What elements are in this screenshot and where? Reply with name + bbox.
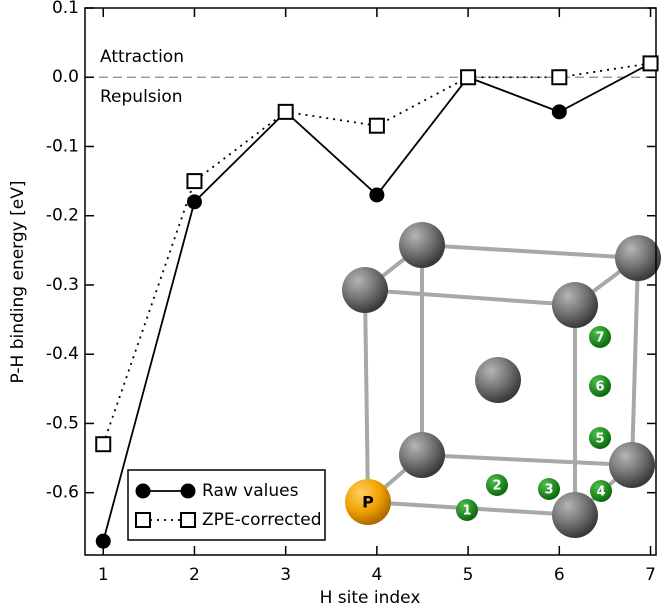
legend-label: Raw values [202, 481, 299, 501]
marker [279, 105, 293, 119]
y-tick-label: -0.6 [46, 483, 79, 503]
marker [187, 174, 201, 188]
site-label: 1 [462, 504, 471, 519]
chart: H site index P-H binding energy [eV] P 1… [0, 0, 665, 613]
site-label: 6 [595, 380, 604, 395]
marker [644, 56, 658, 70]
annotation: Attraction [100, 47, 184, 67]
atom-label: P [362, 493, 374, 512]
x-tick-label: 7 [645, 565, 656, 585]
site-label: 2 [492, 479, 501, 494]
y-tick-label: -0.4 [46, 344, 79, 364]
marker [370, 119, 384, 133]
y-tick-label: 0.0 [52, 67, 79, 87]
page: {"chart_data": {"type": "line", "x_label… [0, 0, 665, 613]
marker [552, 70, 566, 84]
marker [136, 513, 150, 527]
marker [181, 513, 195, 527]
annotation: Repulsion [100, 87, 183, 107]
marker [96, 534, 111, 549]
site-label: 4 [596, 485, 605, 500]
x-tick-label: 2 [189, 565, 200, 585]
x-tick-label: 3 [280, 565, 291, 585]
site-label: 3 [544, 483, 553, 498]
x-axis-label: H site index [320, 588, 421, 608]
y-tick-label: -0.5 [46, 413, 79, 433]
y-tick-label: -0.2 [46, 206, 79, 226]
inset-diagram: P 1 2 3 4 5 6 7 [342, 222, 661, 538]
site-label: 7 [595, 331, 604, 346]
marker [552, 104, 567, 119]
x-tick-label: 1 [98, 565, 109, 585]
x-tick-label: 5 [463, 565, 474, 585]
marker [136, 484, 151, 499]
marker [461, 70, 475, 84]
marker [181, 484, 196, 499]
x-tick-label: 4 [371, 565, 382, 585]
site-label: 5 [595, 432, 604, 447]
x-tick-label: 6 [554, 565, 565, 585]
y-tick-label: -0.1 [46, 136, 79, 156]
y-tick-label: 0.1 [52, 0, 79, 18]
y-axis-label: P-H binding energy [eV] [8, 181, 28, 384]
legend-label: ZPE-corrected [202, 510, 322, 530]
marker [96, 437, 110, 451]
marker [187, 194, 202, 209]
marker [369, 187, 384, 202]
y-tick-label: -0.3 [46, 275, 79, 295]
